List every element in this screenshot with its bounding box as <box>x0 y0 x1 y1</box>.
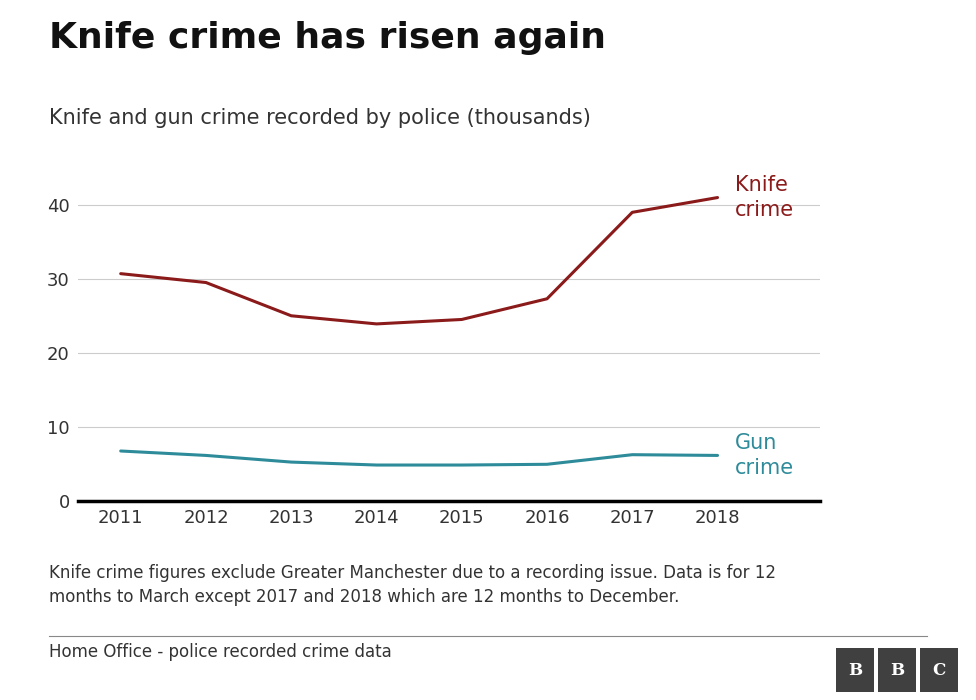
Text: Home Office - police recorded crime data: Home Office - police recorded crime data <box>49 643 391 661</box>
FancyBboxPatch shape <box>878 648 916 692</box>
Text: Knife crime has risen again: Knife crime has risen again <box>49 21 606 55</box>
FancyBboxPatch shape <box>835 648 874 692</box>
Text: C: C <box>933 662 946 679</box>
FancyBboxPatch shape <box>920 648 958 692</box>
Text: Gun
crime: Gun crime <box>735 433 793 478</box>
Text: Knife and gun crime recorded by police (thousands): Knife and gun crime recorded by police (… <box>49 108 590 129</box>
Text: Knife crime figures exclude Greater Manchester due to a recording issue. Data is: Knife crime figures exclude Greater Manc… <box>49 564 776 606</box>
Text: B: B <box>848 662 862 679</box>
Text: B: B <box>890 662 904 679</box>
Text: Knife
crime: Knife crime <box>735 175 793 220</box>
